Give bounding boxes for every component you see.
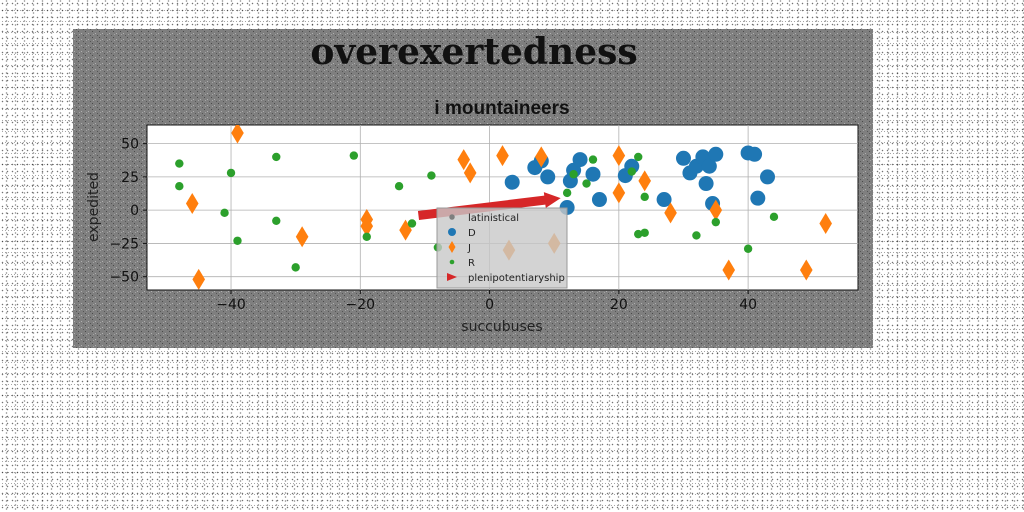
legend-label: R <box>468 258 475 269</box>
point-r <box>640 192 649 202</box>
point-r <box>711 217 720 227</box>
point-r <box>634 229 643 239</box>
legend-marker-j <box>448 241 456 253</box>
legend-label: latinistical <box>468 213 519 224</box>
point-r <box>588 155 598 164</box>
y-tick-label: −50 <box>109 270 139 286</box>
point-d <box>701 158 717 174</box>
figure-suptitle: overexertedness <box>310 31 637 73</box>
x-tick-label: 20 <box>610 297 628 313</box>
legend-label: J <box>467 243 471 254</box>
point-j <box>612 145 626 167</box>
x-tick-label: 0 <box>485 297 494 313</box>
point-d <box>750 190 766 206</box>
point-j <box>399 219 412 241</box>
point-j <box>496 145 509 167</box>
point-d <box>656 192 672 208</box>
point-r <box>291 263 300 272</box>
x-tick-label: −20 <box>346 297 376 313</box>
point-r <box>562 188 572 198</box>
legend-marker-plenipotentiaryship <box>447 273 457 281</box>
y-axis-ticks: 50 25 0 −25 −50 <box>109 137 147 286</box>
point-r <box>220 208 229 218</box>
x-axis-ticks: −40 −20 0 20 40 <box>216 290 757 313</box>
point-j <box>664 202 677 224</box>
point-j <box>185 193 199 215</box>
legend-marker-latinistical <box>449 214 455 220</box>
point-r <box>226 168 236 178</box>
point-j <box>612 182 626 204</box>
point-r <box>175 182 184 191</box>
point-d <box>585 166 601 182</box>
x-tick-label: 40 <box>739 297 757 313</box>
point-r <box>349 151 359 160</box>
point-j <box>534 146 548 168</box>
point-r <box>233 236 242 245</box>
legend-marker-d <box>448 228 456 236</box>
point-j <box>360 215 374 237</box>
point-j <box>819 212 832 234</box>
point-j <box>638 170 651 192</box>
point-r <box>175 159 184 168</box>
point-d <box>698 176 714 192</box>
legend-box <box>436 207 568 289</box>
y-tick-label: 50 <box>121 137 139 153</box>
y-tick-label: 0 <box>130 203 139 219</box>
point-j <box>192 268 206 290</box>
axes-title: i mountaineers <box>434 98 569 119</box>
point-d <box>747 146 763 162</box>
point-d <box>572 152 588 168</box>
point-r <box>272 152 281 162</box>
point-r <box>362 232 371 241</box>
point-r <box>272 216 281 226</box>
point-j <box>295 226 309 248</box>
legend-label: plenipotentiaryship <box>468 273 565 284</box>
legend-marker-r <box>449 259 455 265</box>
point-r <box>582 179 591 188</box>
y-tick-label: 25 <box>121 170 139 186</box>
point-r <box>634 152 643 162</box>
point-j <box>722 259 736 281</box>
point-j <box>709 199 723 221</box>
point-j <box>231 125 244 144</box>
y-tick-label: −25 <box>109 236 139 252</box>
point-j <box>799 259 813 281</box>
point-d <box>708 146 724 162</box>
x-tick-label: −40 <box>216 297 246 313</box>
point-r <box>627 167 636 176</box>
point-r <box>640 228 649 237</box>
point-d <box>591 192 607 208</box>
point-r <box>394 182 404 191</box>
point-d <box>540 169 556 185</box>
x-axis-label: succubuses <box>461 319 542 335</box>
point-r <box>769 212 779 222</box>
point-r <box>427 171 436 180</box>
data-marks <box>175 125 832 290</box>
point-r <box>743 244 753 253</box>
point-d <box>504 174 520 190</box>
point-d <box>675 150 691 166</box>
point-r <box>692 231 701 240</box>
point-d <box>760 169 776 185</box>
point-r <box>569 170 578 179</box>
y-axis-label: expedited <box>86 172 102 242</box>
point-r <box>407 219 417 228</box>
legend-label: D <box>468 228 476 239</box>
point-j <box>457 149 471 171</box>
point-j <box>463 162 477 184</box>
